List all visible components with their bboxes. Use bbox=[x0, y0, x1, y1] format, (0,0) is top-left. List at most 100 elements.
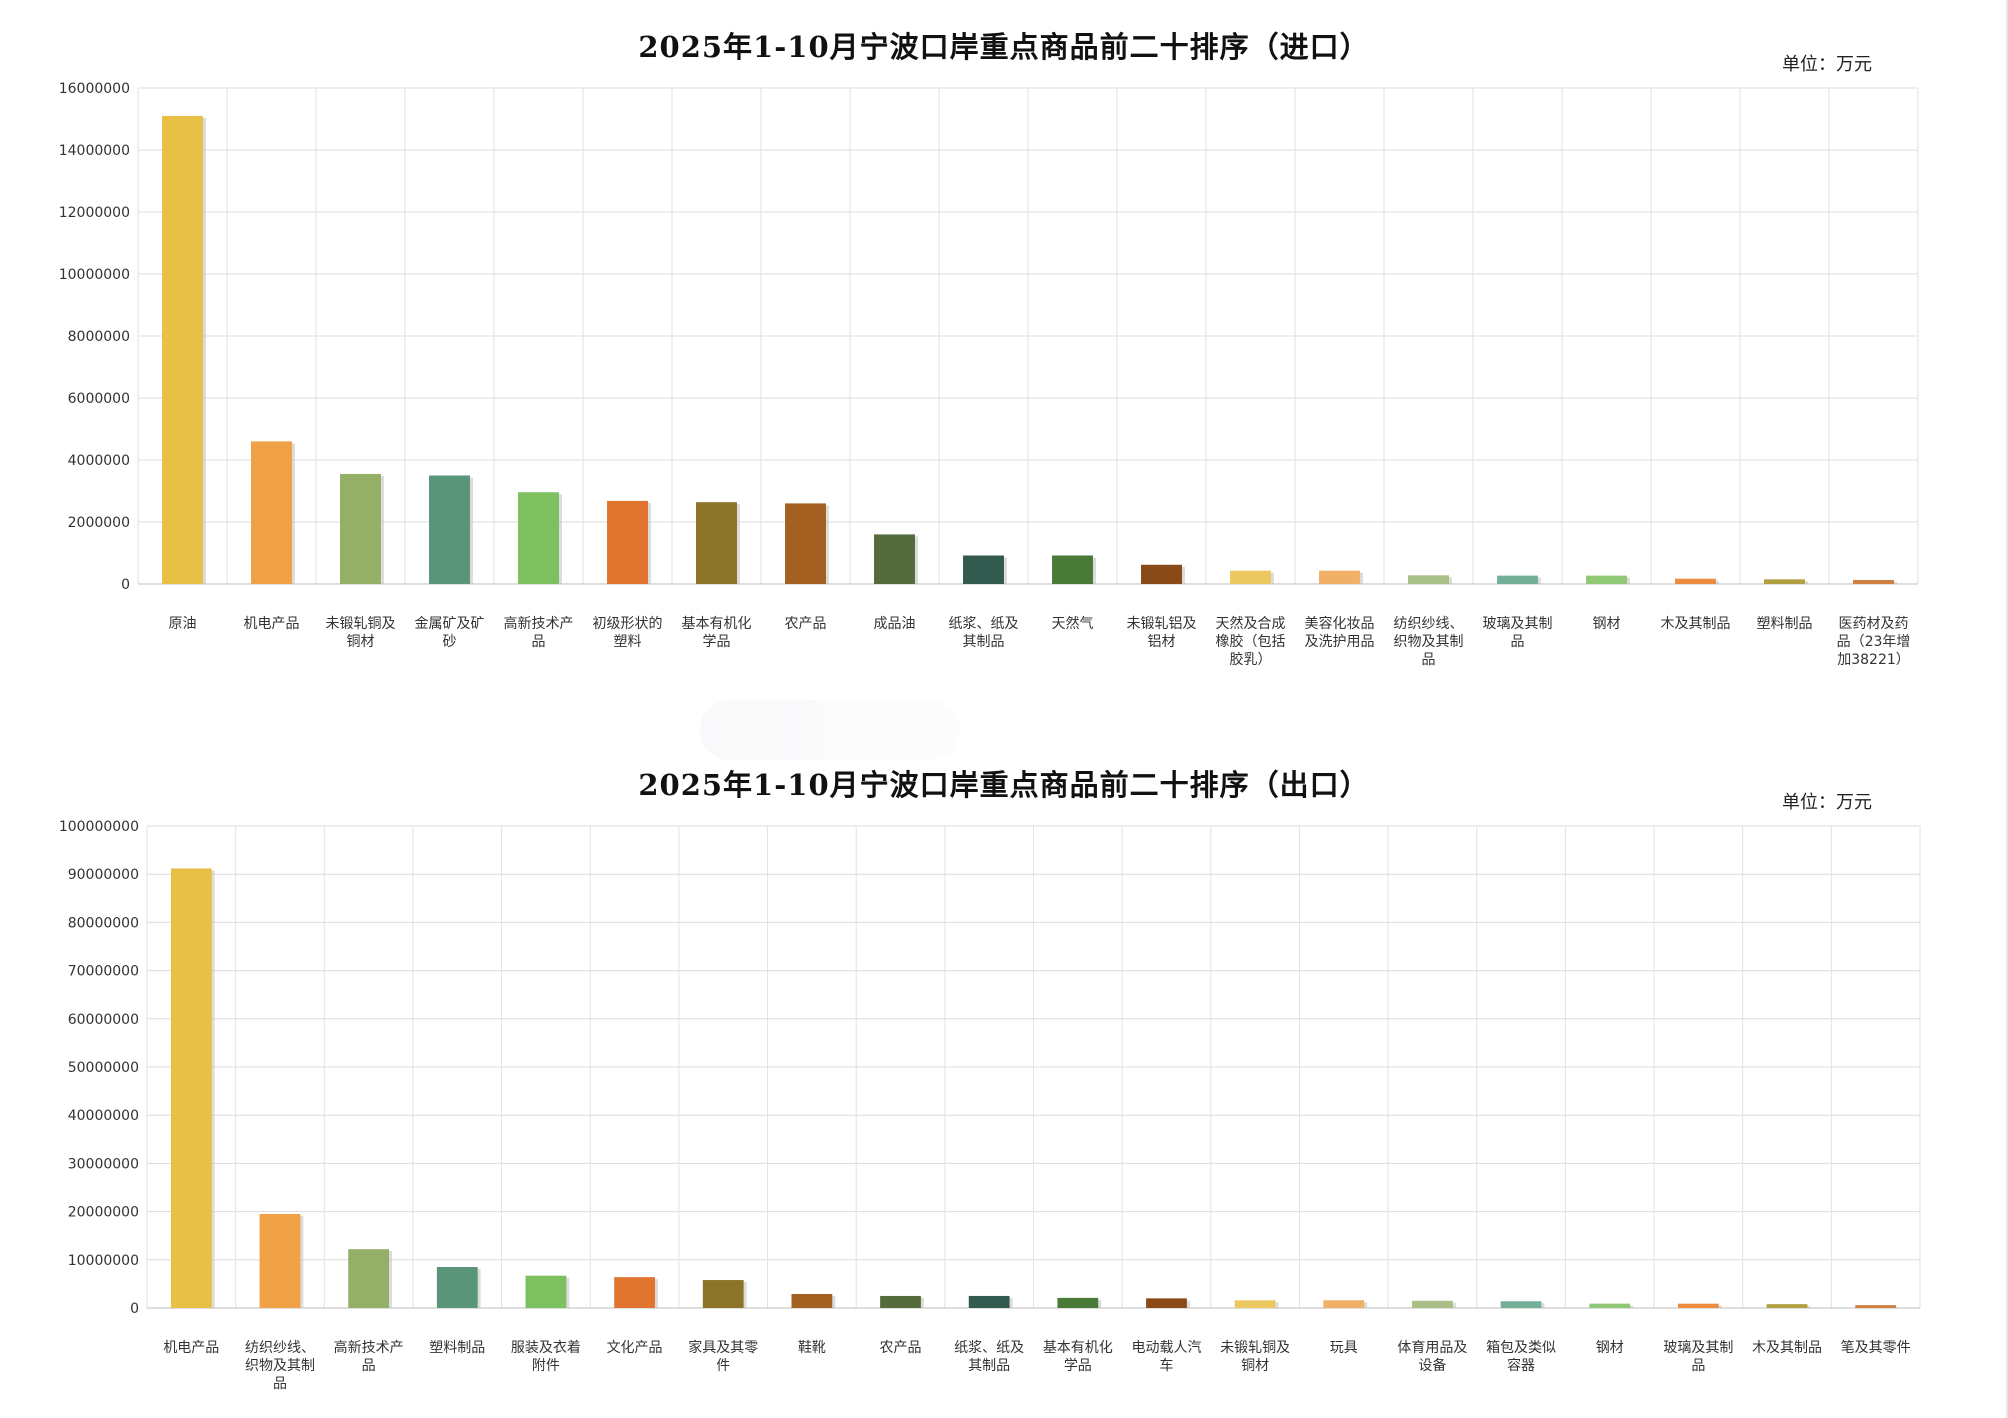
bar bbox=[1141, 564, 1182, 584]
category-label: 高新技术产 bbox=[334, 1339, 404, 1356]
category-label: 医药材及药 bbox=[1839, 616, 1909, 632]
category-label: 橡胶（包括 bbox=[1216, 633, 1286, 650]
import-chart-unit: 单位：万元 bbox=[1782, 54, 1872, 75]
category-label: 天然气 bbox=[1052, 615, 1094, 632]
category-label: 品 bbox=[1511, 634, 1525, 650]
bar bbox=[968, 1295, 1010, 1308]
bar bbox=[874, 534, 915, 584]
category-label: 服装及衣着 bbox=[511, 1340, 581, 1356]
category-label: 品 bbox=[1691, 1358, 1705, 1374]
import-chart-title: 2025年1-10月宁波口岸重点商品前二十排序（进口） bbox=[638, 30, 1370, 64]
category-label: 品 bbox=[532, 634, 546, 650]
bar bbox=[1677, 1303, 1719, 1308]
category-label: 容器 bbox=[1507, 1357, 1535, 1374]
category-label: 玩具 bbox=[1330, 1340, 1358, 1356]
y-tick-label: 90000000 bbox=[68, 867, 139, 883]
category-label: 品 bbox=[273, 1376, 287, 1392]
category-label: 未锻轧铜及 bbox=[1220, 1340, 1290, 1356]
bar bbox=[1146, 1298, 1187, 1308]
category-label: 基本有机化 bbox=[682, 615, 752, 632]
export-chart-title: 2025年1-10月宁波口岸重点商品前二十排序（出口） bbox=[638, 768, 1370, 802]
bar bbox=[1764, 579, 1805, 584]
category-label: 玻璃及其制 bbox=[1663, 1339, 1733, 1356]
bar bbox=[607, 500, 648, 584]
bar bbox=[963, 555, 1004, 584]
bar bbox=[1319, 570, 1360, 584]
bar bbox=[436, 1267, 478, 1308]
bar bbox=[1586, 575, 1627, 584]
bar bbox=[614, 1277, 655, 1308]
bar bbox=[518, 492, 559, 584]
bar bbox=[1230, 570, 1271, 584]
bar bbox=[1855, 1305, 1897, 1308]
y-tick-label: 0 bbox=[130, 1301, 139, 1317]
bar bbox=[162, 115, 203, 585]
y-tick-label: 6000000 bbox=[68, 391, 130, 407]
bar bbox=[1853, 579, 1894, 584]
category-label: 机电产品 bbox=[244, 616, 300, 632]
category-label: 织物及其制 bbox=[245, 1358, 315, 1374]
bar bbox=[1589, 1303, 1631, 1308]
bar bbox=[1323, 1300, 1365, 1308]
category-label: 钢材 bbox=[1596, 1340, 1624, 1356]
bar bbox=[880, 1295, 921, 1308]
export-bar-chart: 0 10000000 20000000 30000000 40000000 5000000… bbox=[59, 819, 1921, 1392]
y-tick-label: 10000000 bbox=[59, 267, 130, 283]
category-label: 纺织纱线、 bbox=[245, 1340, 315, 1356]
category-label: 附件 bbox=[532, 1358, 560, 1374]
category-label: 塑料制品 bbox=[429, 1340, 485, 1356]
category-label: 电动载人汽 bbox=[1131, 1340, 1201, 1356]
bar bbox=[525, 1275, 567, 1308]
category-label: 及洗护用品 bbox=[1305, 634, 1375, 650]
bar bbox=[1497, 575, 1538, 584]
category-label: 铜材 bbox=[1241, 1358, 1269, 1374]
import-bar-chart: 0 2000000 4000000 6000000 8000000 10000000 120… bbox=[59, 81, 1919, 668]
category-label: 美容化妆品 bbox=[1305, 615, 1375, 632]
category-label: 文化产品 bbox=[607, 1340, 663, 1356]
category-label: 农产品 bbox=[880, 1340, 922, 1356]
bar bbox=[259, 1214, 301, 1308]
category-label: 其制品 bbox=[968, 1358, 1010, 1374]
export-chart-unit: 单位：万元 bbox=[1782, 792, 1872, 813]
category-label: 木及其制品 bbox=[1661, 616, 1731, 632]
category-label: 学品 bbox=[703, 634, 731, 650]
category-label: 车 bbox=[1159, 1357, 1173, 1374]
category-label: 原油 bbox=[169, 616, 197, 632]
y-tick-label: 40000000 bbox=[68, 1108, 139, 1124]
bar bbox=[1057, 1297, 1099, 1308]
category-label: 铝材 bbox=[1148, 634, 1176, 650]
category-label: 件 bbox=[716, 1358, 730, 1374]
category-label: 织物及其制 bbox=[1394, 634, 1464, 650]
category-label: 未锻轧铝及 bbox=[1127, 616, 1197, 632]
y-tick-label: 20000000 bbox=[68, 1205, 139, 1221]
bar bbox=[348, 1249, 390, 1308]
bar bbox=[1766, 1304, 1808, 1308]
category-label: 笔及其零件 bbox=[1841, 1340, 1911, 1356]
y-tick-label: 30000000 bbox=[68, 1156, 139, 1172]
page-edge-rule bbox=[2006, 0, 2008, 1418]
category-label: 品（23年增 bbox=[1837, 634, 1911, 650]
category-label: 铜材 bbox=[347, 634, 375, 650]
y-tick-label: 0 bbox=[121, 577, 130, 593]
y-tick-label: 50000000 bbox=[68, 1060, 139, 1076]
y-tick-label: 16000000 bbox=[59, 81, 130, 97]
bar bbox=[429, 475, 470, 584]
category-label: 玻璃及其制 bbox=[1483, 615, 1553, 632]
bar bbox=[340, 473, 381, 584]
bar bbox=[1408, 575, 1449, 584]
category-label: 设备 bbox=[1418, 1357, 1446, 1374]
bar bbox=[785, 503, 826, 584]
category-label: 胶乳） bbox=[1230, 651, 1272, 668]
category-label: 纸浆、纸及 bbox=[954, 1340, 1024, 1356]
category-label: 机电产品 bbox=[163, 1340, 219, 1356]
bar bbox=[1052, 555, 1093, 584]
bar bbox=[251, 441, 292, 584]
bar bbox=[696, 502, 737, 584]
import-chart-panel: 2025年1-10月宁波口岸重点商品前二十排序（进口） 单位：万元 0 20000… bbox=[59, 30, 1919, 668]
category-label: 体育用品及 bbox=[1397, 1340, 1467, 1356]
y-tick-label: 60000000 bbox=[68, 1012, 139, 1028]
category-label: 初级形状的 bbox=[593, 615, 663, 632]
category-label: 高新技术产 bbox=[504, 615, 574, 632]
category-label: 纸浆、纸及 bbox=[949, 616, 1019, 632]
category-label: 品 bbox=[362, 1358, 376, 1374]
